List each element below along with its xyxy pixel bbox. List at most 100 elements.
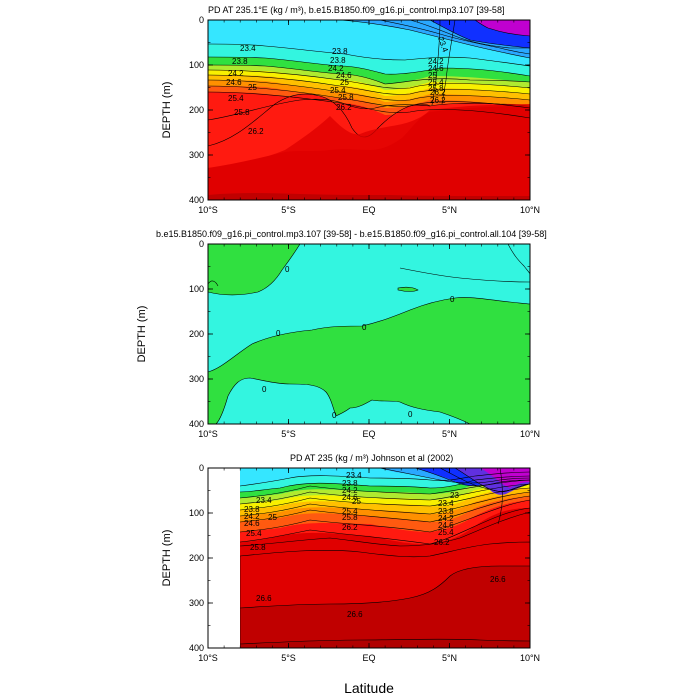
- contour-label: 25: [428, 71, 437, 80]
- panel2-ylabel: DEPTH (m): [136, 306, 148, 363]
- x-tick-label: 10°S: [198, 205, 218, 215]
- contour-label: 23.8: [232, 57, 248, 66]
- contour-label: 25: [352, 497, 361, 506]
- contour-label: 25: [248, 83, 257, 92]
- contour-label: 23.4: [240, 44, 256, 53]
- x-tick-label: 10°S: [198, 653, 218, 663]
- x-tick-label: 5°N: [442, 653, 457, 663]
- x-tick-label: 10°S: [198, 429, 218, 439]
- contour-label: 23.4: [438, 499, 454, 508]
- x-tick-label: 10°N: [520, 653, 540, 663]
- panel1-contours: [208, 20, 530, 200]
- contour-label: 26.6: [347, 610, 363, 619]
- contour-label: 26.6: [256, 594, 272, 603]
- contour-label: 24.2: [428, 57, 444, 66]
- panel2-contour-labels: 0 0 0 0 0 0 0: [262, 265, 455, 420]
- isoline-ne: [507, 244, 530, 275]
- contour-label: 24.6: [438, 521, 454, 530]
- panel1-title: PD AT 235.1°E (kg / m³), b.e15.B1850.f09…: [208, 5, 504, 15]
- contour-label: 23.8: [330, 56, 346, 65]
- contour-label: 24.6: [428, 64, 444, 73]
- y-tick-label: 300: [189, 598, 204, 608]
- contour-label: 25.4: [438, 528, 454, 537]
- contour-label: 26.2: [430, 88, 446, 97]
- region-negative-small: [397, 286, 419, 292]
- panel3-no-data: [208, 468, 240, 648]
- panel-model-density: PD AT 235.1°E (kg / m³), b.e15.B1850.f09…: [161, 5, 540, 215]
- contour-label: 23.4: [256, 496, 272, 505]
- x-tick-label: 5°N: [442, 429, 457, 439]
- contour-label: 25: [340, 78, 349, 87]
- front-line: [497, 468, 503, 525]
- contour-label: 23.4: [346, 471, 362, 480]
- contour-label: 23.8: [244, 505, 260, 514]
- contour-label: 0: [408, 410, 413, 419]
- x-tick-label: 5°N: [442, 205, 457, 215]
- x-tick-label: 10°N: [520, 205, 540, 215]
- contour-label: 26.2: [248, 127, 264, 136]
- contour-label: 0: [450, 295, 455, 304]
- contour-label: 25.8: [338, 93, 354, 102]
- y-tick-label: 400: [189, 419, 204, 429]
- y-tick-label: 200: [189, 553, 204, 563]
- panel3-contours: [239, 468, 530, 648]
- contour-label: 24.2: [228, 69, 244, 78]
- contour-label: 25.8: [250, 543, 266, 552]
- contour-label: 24.6: [342, 493, 358, 502]
- contour-label: 26.2: [342, 523, 358, 532]
- contour-label: 25.4: [342, 507, 358, 516]
- y-tick-label: 200: [189, 329, 204, 339]
- y-tick-label: 300: [189, 374, 204, 384]
- contour-label: 26.6: [490, 575, 506, 584]
- contour-label: 23: [450, 491, 459, 500]
- contour-label: 24.6: [244, 519, 260, 528]
- panel2-title: b.e15.B1850.f09_g16.pi_control.mp3.107 […: [156, 229, 547, 239]
- panel3-ylabel: DEPTH (m): [161, 530, 173, 587]
- y-tick-label: 200: [189, 105, 204, 115]
- x-tick-label: EQ: [362, 205, 375, 215]
- region-negative-main: [208, 297, 530, 424]
- contour-label: 24.2: [244, 512, 260, 521]
- contour-label: 24.2: [342, 486, 358, 495]
- y-tick-label: 400: [189, 195, 204, 205]
- contour-label: 25: [268, 513, 277, 522]
- x-tick-label: 5°S: [281, 653, 296, 663]
- contour-label: 26.2: [336, 103, 352, 112]
- region-negative-nw: [208, 244, 301, 296]
- contour-label: 0: [285, 265, 290, 274]
- contour-label: 24.6: [336, 71, 352, 80]
- band-21.8: [475, 20, 530, 36]
- y-tick-label: 0: [199, 463, 204, 473]
- panel2-contours: [208, 244, 530, 424]
- y-tick-label: 400: [189, 643, 204, 653]
- x-tick-label: 5°S: [281, 429, 296, 439]
- y-tick-label: 0: [199, 239, 204, 249]
- y-tick-label: 100: [189, 508, 204, 518]
- band-21.4: [480, 468, 530, 488]
- contour-label: 24.2: [328, 64, 344, 73]
- contour-label: 25.4: [330, 86, 346, 95]
- panel3-contour-labels: 23.4 23.8 24.2 24.6 25 25.4 25.8 23.4 23…: [244, 471, 506, 619]
- x-tick-label: 5°S: [281, 205, 296, 215]
- contour-label: 25.4: [246, 529, 262, 538]
- contour-label: 26.2: [430, 96, 446, 105]
- x-tick-label: 10°N: [520, 429, 540, 439]
- contour-label: 23.8: [332, 47, 348, 56]
- panel1-isolines: [208, 20, 530, 121]
- y-tick-label: 100: [189, 60, 204, 70]
- contour-label: 0: [332, 411, 337, 420]
- contour-label: 0: [262, 385, 267, 394]
- panel1-axes: 10°S 5°S EQ 5°N 10°N 0 100 200 300 400: [189, 15, 540, 215]
- contour-label: 23.8: [438, 507, 454, 516]
- contour-label: 25.8: [428, 84, 444, 93]
- x-axis-label: Latitude: [344, 680, 394, 696]
- x-tick-label: EQ: [362, 653, 375, 663]
- contour-label: 23.8: [342, 479, 358, 488]
- panel1-ylabel: DEPTH (m): [161, 82, 173, 139]
- contour-label: 24.6: [226, 78, 242, 87]
- iso-26.8: [239, 565, 530, 648]
- panel-observations: PD AT 235 (kg / m³) Johnson et al (2002): [161, 453, 540, 696]
- contour-label: 25.8: [342, 513, 358, 522]
- contour-label: 25.8: [234, 108, 250, 117]
